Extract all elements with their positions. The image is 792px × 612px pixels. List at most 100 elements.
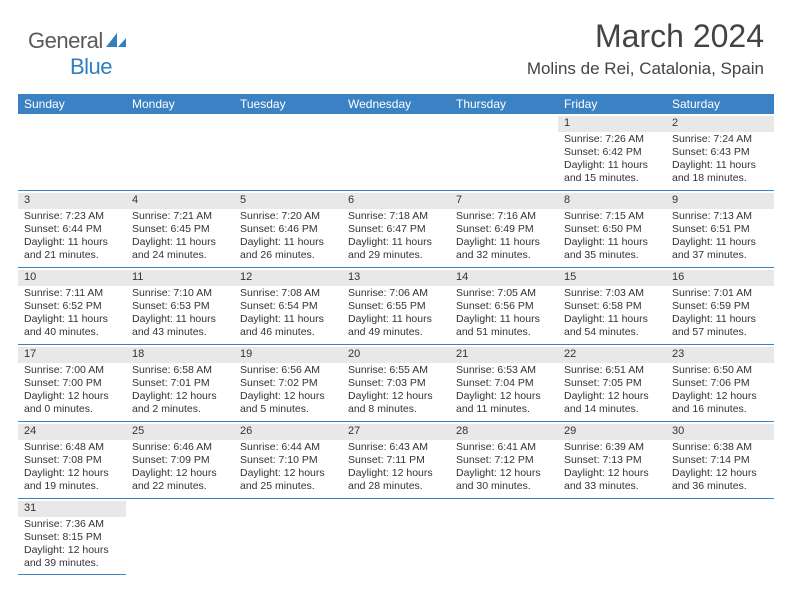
day-detail-line: Sunrise: 7:26 AM — [564, 133, 662, 146]
day-detail-line: Sunset: 7:04 PM — [456, 377, 554, 390]
day-detail-line: Daylight: 12 hours and 16 minutes. — [672, 390, 770, 416]
day-cell — [234, 499, 342, 575]
day-cell: 15Sunrise: 7:03 AMSunset: 6:58 PMDayligh… — [558, 268, 666, 344]
day-cell: 31Sunrise: 7:36 AMSunset: 8:15 PMDayligh… — [18, 499, 126, 575]
day-cell — [126, 499, 234, 575]
day-number: 7 — [450, 193, 558, 209]
logo-text-1: General — [28, 28, 103, 53]
day-detail-line: Sunset: 7:11 PM — [348, 454, 446, 467]
day-number: 24 — [18, 424, 126, 440]
day-detail-line: Daylight: 12 hours and 5 minutes. — [240, 390, 338, 416]
day-number: 8 — [558, 193, 666, 209]
day-detail-line: Daylight: 11 hours and 21 minutes. — [24, 236, 122, 262]
logo-sail-icon — [105, 28, 127, 54]
day-number: 15 — [558, 270, 666, 286]
day-cell: 29Sunrise: 6:39 AMSunset: 7:13 PMDayligh… — [558, 422, 666, 498]
day-number: 2 — [666, 116, 774, 132]
day-detail-line: Daylight: 12 hours and 11 minutes. — [456, 390, 554, 416]
day-cell: 9Sunrise: 7:13 AMSunset: 6:51 PMDaylight… — [666, 191, 774, 267]
day-cell — [450, 114, 558, 190]
day-detail-line: Daylight: 11 hours and 29 minutes. — [348, 236, 446, 262]
day-detail-line: Sunrise: 7:18 AM — [348, 210, 446, 223]
day-cell: 4Sunrise: 7:21 AMSunset: 6:45 PMDaylight… — [126, 191, 234, 267]
day-detail-line: Sunrise: 7:01 AM — [672, 287, 770, 300]
day-detail-line: Sunset: 7:05 PM — [564, 377, 662, 390]
day-detail-line: Sunset: 7:03 PM — [348, 377, 446, 390]
day-number: 28 — [450, 424, 558, 440]
day-detail-line: Sunset: 6:50 PM — [564, 223, 662, 236]
day-cell — [234, 114, 342, 190]
day-detail-line: Sunset: 7:08 PM — [24, 454, 122, 467]
day-cell: 14Sunrise: 7:05 AMSunset: 6:56 PMDayligh… — [450, 268, 558, 344]
day-detail-line: Sunrise: 7:10 AM — [132, 287, 230, 300]
day-cell: 22Sunrise: 6:51 AMSunset: 7:05 PMDayligh… — [558, 345, 666, 421]
header: GeneralBlue March 2024 Molins de Rei, Ca… — [0, 0, 792, 88]
day-detail-line: Sunrise: 6:53 AM — [456, 364, 554, 377]
day-cell: 5Sunrise: 7:20 AMSunset: 6:46 PMDaylight… — [234, 191, 342, 267]
day-detail-line: Sunrise: 7:36 AM — [24, 518, 122, 531]
day-detail-line: Sunrise: 7:21 AM — [132, 210, 230, 223]
day-detail-line: Daylight: 12 hours and 0 minutes. — [24, 390, 122, 416]
dow-tuesday: Tuesday — [234, 94, 342, 114]
day-detail-line: Daylight: 11 hours and 49 minutes. — [348, 313, 446, 339]
day-detail-line: Sunset: 7:09 PM — [132, 454, 230, 467]
day-cell: 6Sunrise: 7:18 AMSunset: 6:47 PMDaylight… — [342, 191, 450, 267]
day-number: 10 — [18, 270, 126, 286]
day-detail-line: Daylight: 11 hours and 35 minutes. — [564, 236, 662, 262]
day-cell: 8Sunrise: 7:15 AMSunset: 6:50 PMDaylight… — [558, 191, 666, 267]
day-number: 18 — [126, 347, 234, 363]
day-cell: 20Sunrise: 6:55 AMSunset: 7:03 PMDayligh… — [342, 345, 450, 421]
day-cell: 23Sunrise: 6:50 AMSunset: 7:06 PMDayligh… — [666, 345, 774, 421]
day-cell: 30Sunrise: 6:38 AMSunset: 7:14 PMDayligh… — [666, 422, 774, 498]
day-detail-line: Sunset: 7:01 PM — [132, 377, 230, 390]
week-row: 17Sunrise: 7:00 AMSunset: 7:00 PMDayligh… — [18, 345, 774, 422]
day-cell: 3Sunrise: 7:23 AMSunset: 6:44 PMDaylight… — [18, 191, 126, 267]
day-number: 17 — [18, 347, 126, 363]
dow-saturday: Saturday — [666, 94, 774, 114]
day-number: 4 — [126, 193, 234, 209]
day-cell: 17Sunrise: 7:00 AMSunset: 7:00 PMDayligh… — [18, 345, 126, 421]
day-cell — [450, 499, 558, 575]
dow-row: Sunday Monday Tuesday Wednesday Thursday… — [18, 94, 774, 114]
day-number: 19 — [234, 347, 342, 363]
month-title: March 2024 — [527, 18, 764, 55]
day-detail-line: Sunrise: 6:51 AM — [564, 364, 662, 377]
day-detail-line: Daylight: 11 hours and 54 minutes. — [564, 313, 662, 339]
week-row: 1Sunrise: 7:26 AMSunset: 6:42 PMDaylight… — [18, 114, 774, 191]
day-cell: 13Sunrise: 7:06 AMSunset: 6:55 PMDayligh… — [342, 268, 450, 344]
dow-monday: Monday — [126, 94, 234, 114]
day-detail-line: Sunrise: 7:05 AM — [456, 287, 554, 300]
day-cell: 21Sunrise: 6:53 AMSunset: 7:04 PMDayligh… — [450, 345, 558, 421]
day-number: 13 — [342, 270, 450, 286]
day-cell: 2Sunrise: 7:24 AMSunset: 6:43 PMDaylight… — [666, 114, 774, 190]
day-detail-line: Sunrise: 7:08 AM — [240, 287, 338, 300]
day-detail-line: Sunrise: 7:24 AM — [672, 133, 770, 146]
day-detail-line: Sunset: 7:06 PM — [672, 377, 770, 390]
day-cell — [342, 499, 450, 575]
day-number: 9 — [666, 193, 774, 209]
day-detail-line: Sunrise: 6:46 AM — [132, 441, 230, 454]
day-detail-line: Daylight: 11 hours and 15 minutes. — [564, 159, 662, 185]
day-detail-line: Sunset: 6:56 PM — [456, 300, 554, 313]
day-detail-line: Sunrise: 6:43 AM — [348, 441, 446, 454]
day-cell: 7Sunrise: 7:16 AMSunset: 6:49 PMDaylight… — [450, 191, 558, 267]
day-detail-line: Daylight: 11 hours and 57 minutes. — [672, 313, 770, 339]
day-cell: 27Sunrise: 6:43 AMSunset: 7:11 PMDayligh… — [342, 422, 450, 498]
day-detail-line: Sunrise: 6:38 AM — [672, 441, 770, 454]
day-detail-line: Sunset: 6:59 PM — [672, 300, 770, 313]
day-cell — [666, 499, 774, 575]
day-cell: 28Sunrise: 6:41 AMSunset: 7:12 PMDayligh… — [450, 422, 558, 498]
day-detail-line: Sunrise: 7:03 AM — [564, 287, 662, 300]
day-detail-line: Sunset: 7:12 PM — [456, 454, 554, 467]
day-number: 12 — [234, 270, 342, 286]
day-cell: 19Sunrise: 6:56 AMSunset: 7:02 PMDayligh… — [234, 345, 342, 421]
day-detail-line: Sunset: 6:54 PM — [240, 300, 338, 313]
day-number: 29 — [558, 424, 666, 440]
day-cell: 25Sunrise: 6:46 AMSunset: 7:09 PMDayligh… — [126, 422, 234, 498]
day-detail-line: Sunset: 6:52 PM — [24, 300, 122, 313]
day-detail-line: Daylight: 11 hours and 18 minutes. — [672, 159, 770, 185]
day-number: 5 — [234, 193, 342, 209]
day-number: 30 — [666, 424, 774, 440]
logo: GeneralBlue — [28, 18, 127, 80]
week-row: 24Sunrise: 6:48 AMSunset: 7:08 PMDayligh… — [18, 422, 774, 499]
